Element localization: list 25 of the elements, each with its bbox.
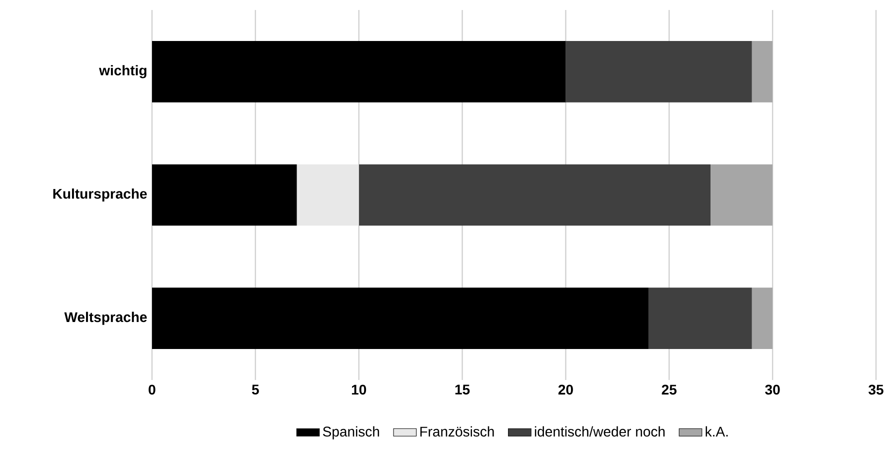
x-tick-label: 25 [662,384,677,395]
x-tick-label: 20 [558,384,573,395]
bar [566,41,752,102]
bar [152,41,566,102]
bar [710,164,773,226]
bar [358,164,711,226]
x-tick-label: 30 [765,384,780,395]
x-tick-label: 10 [352,384,366,395]
x-tick-label: 15 [455,384,470,394]
legend-label: k.A. [706,426,728,436]
legend-label: Spanisch [322,426,380,440]
y-tick-label: Kultursprache [53,188,147,202]
x-tick-label: 35 [868,384,884,395]
bar [296,164,359,226]
legend-label: Französisch [420,426,494,437]
legend-label: identisch/weder noch [534,426,665,437]
y-tick-label: wichtig [99,65,146,78]
x-tick-label: 5 [252,384,259,394]
y-tick-label: Weltsprache [64,312,147,325]
x-tick-label: 0 [148,384,156,395]
bar [752,41,773,102]
bar [152,288,648,349]
bar [752,288,773,349]
bar [648,288,752,349]
bar [152,164,297,226]
